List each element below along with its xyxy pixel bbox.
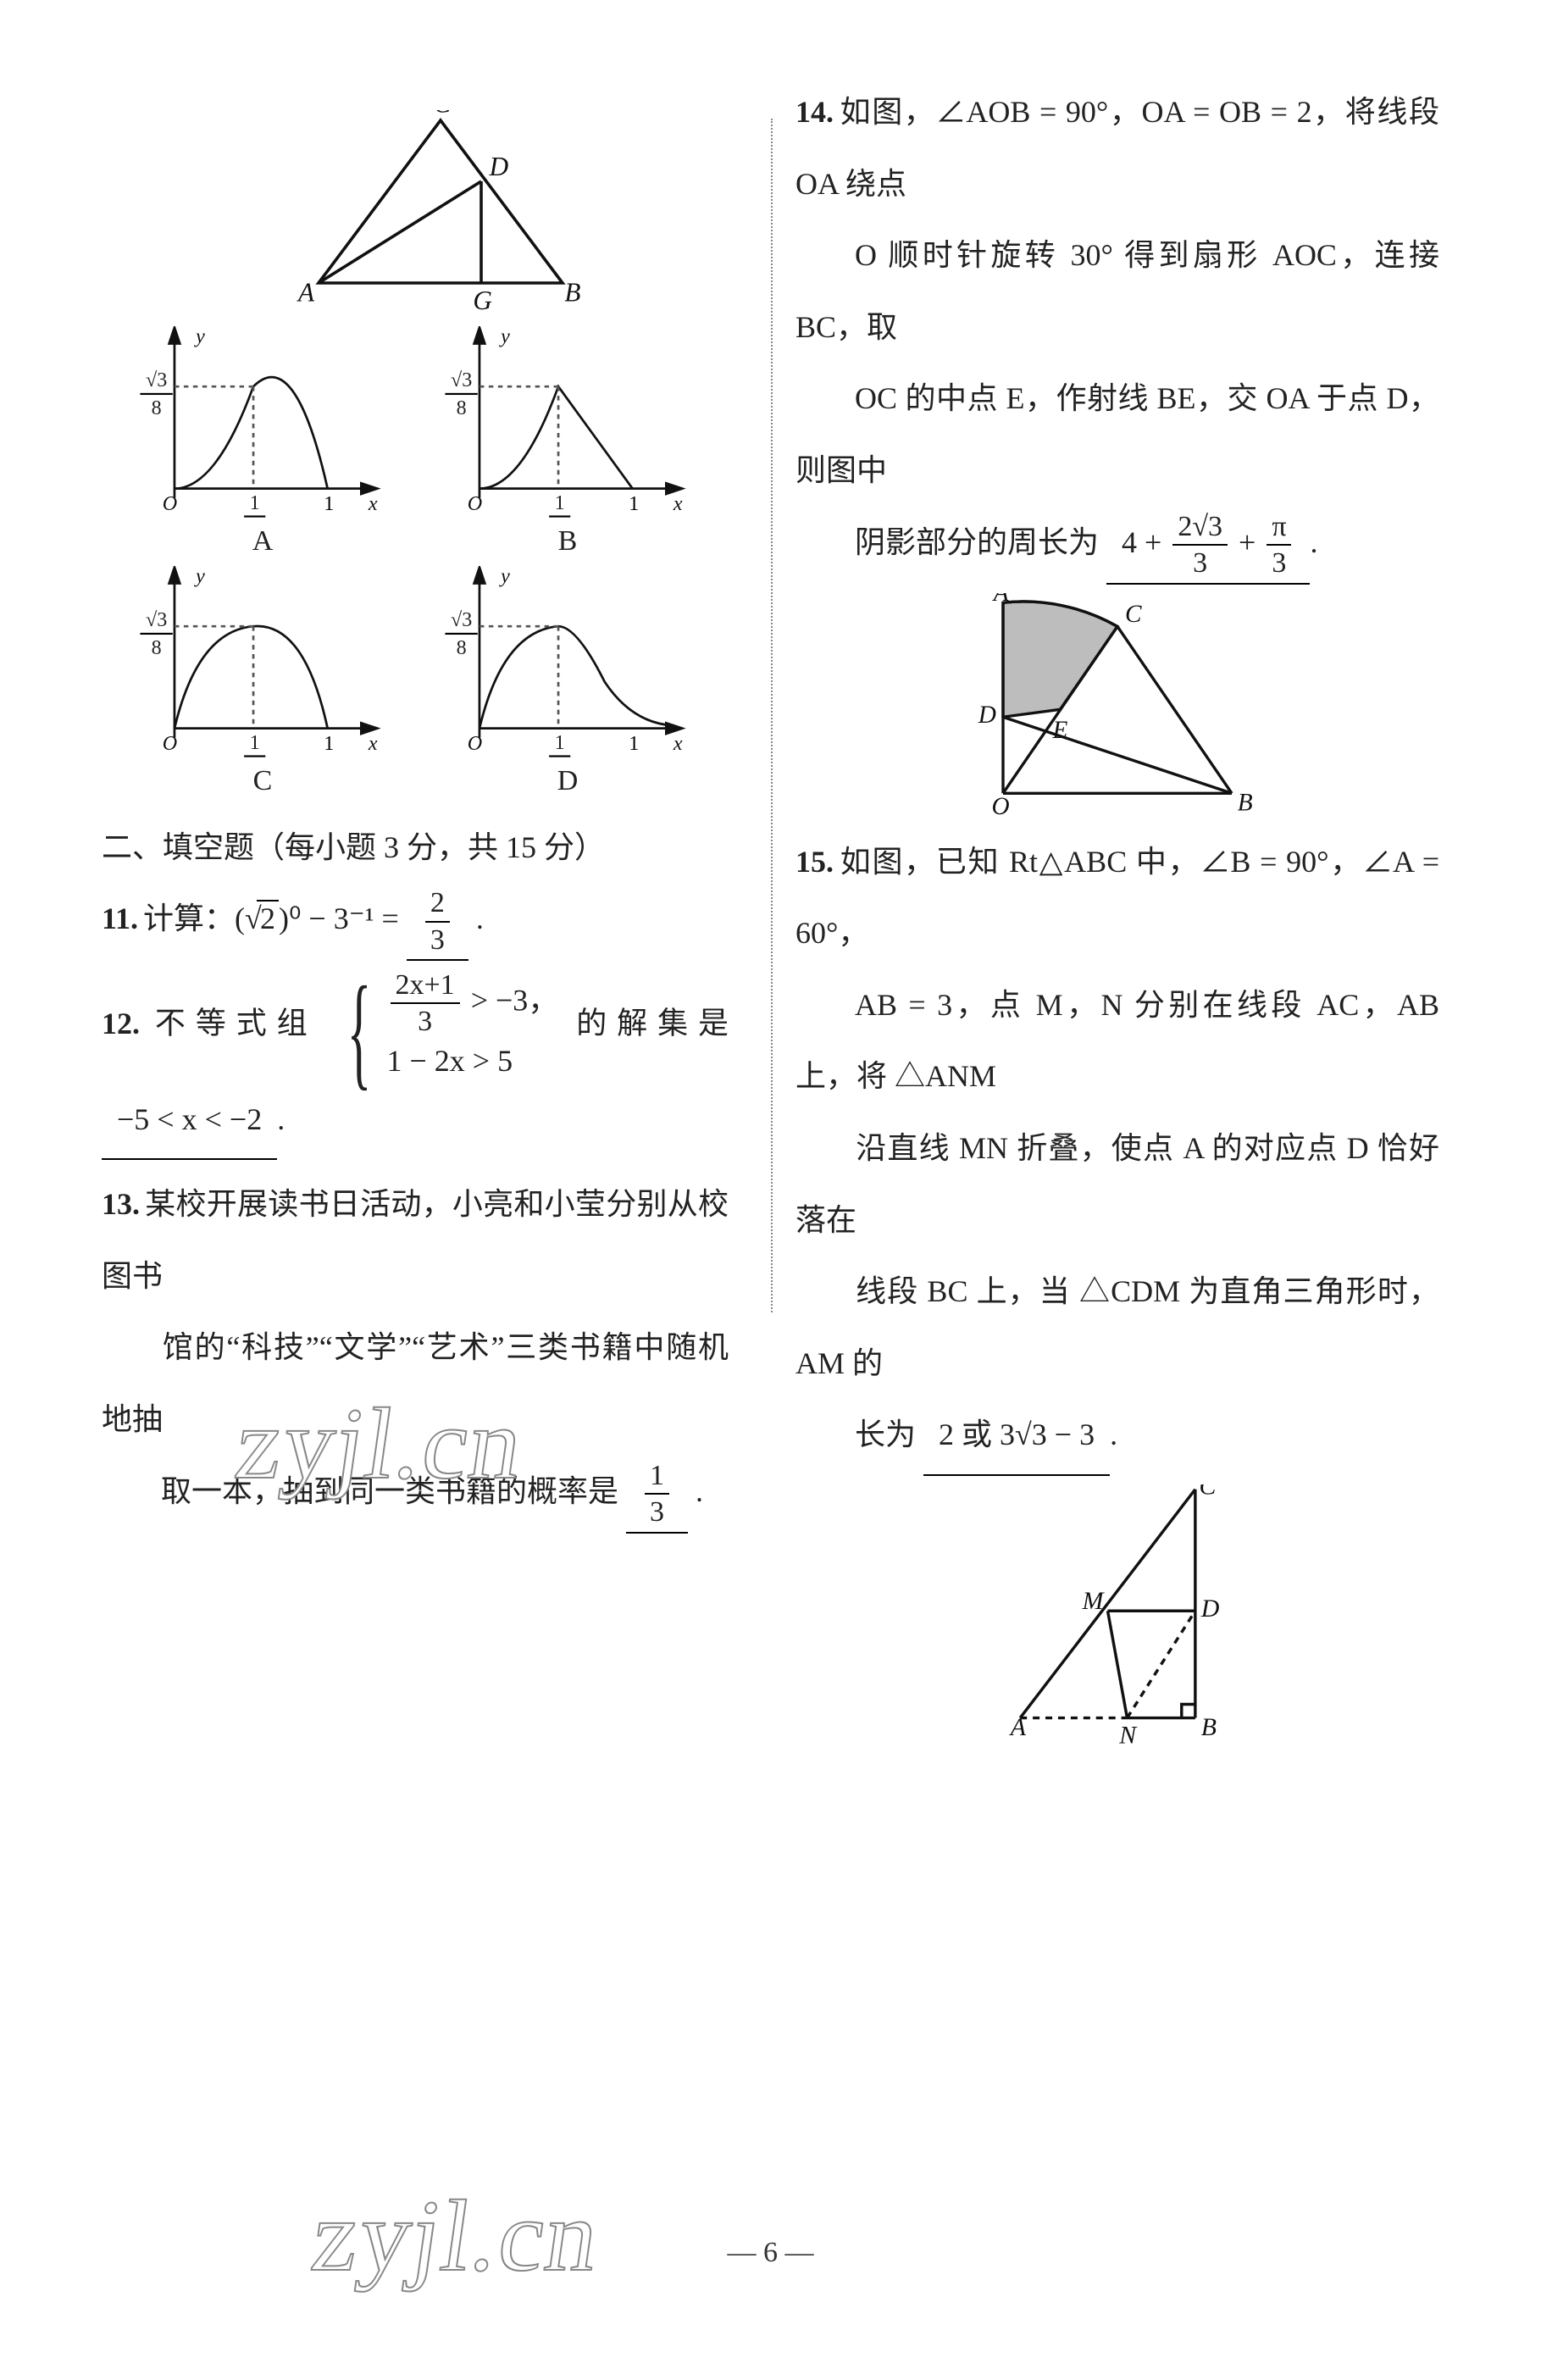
svg-text:x: x	[673, 493, 683, 515]
svg-text:A: A	[992, 593, 1009, 607]
svg-text:E: E	[1052, 717, 1068, 744]
q14-answer: 4 + 2√33 + π3	[1106, 507, 1310, 585]
svg-text:M: M	[1082, 1587, 1106, 1615]
q-intro-triangle: A B C D G	[152, 110, 729, 318]
q15: 15.如图，已知 Rt△ABC 中，∠B = 90°，∠A = 60°， AB …	[795, 826, 1439, 1476]
svg-text:N: N	[1118, 1721, 1138, 1747]
svg-text:C: C	[1125, 600, 1142, 627]
svg-text:x: x	[368, 493, 378, 515]
svg-text:O: O	[992, 793, 1010, 820]
q13-answer: 13	[626, 1456, 688, 1534]
svg-text:D: D	[1200, 1595, 1220, 1623]
svg-text:1: 1	[629, 493, 639, 515]
page-number: — 6 —	[0, 2237, 1541, 2269]
svg-text:O: O	[163, 493, 177, 515]
q11-answer: 23	[407, 883, 468, 961]
svg-text:D: D	[978, 702, 996, 729]
watermark: zyjl.cn	[305, 2178, 607, 2294]
svg-text:x: x	[368, 733, 378, 755]
svg-text:A: A	[1009, 1713, 1027, 1741]
q12-answer: −5 < x < −2	[102, 1084, 277, 1161]
lbl-D: D	[489, 152, 509, 181]
svg-text:y: y	[498, 326, 510, 348]
q14-figure: A B C D E O	[795, 593, 1439, 826]
q11: 11.计算：(2)⁰ − 3⁻¹ = 23 .	[102, 883, 729, 961]
opt-A-label: A	[140, 525, 385, 558]
column-divider	[771, 119, 773, 1312]
svg-text:O: O	[163, 733, 177, 755]
svg-text:y: y	[193, 566, 205, 588]
q14: 14.如图，∠AOB = 90°，OA = OB = 2，将线段 OA 绕点 O…	[795, 76, 1439, 585]
option-graphs: y x O √38 12 1 A	[102, 326, 729, 797]
svg-text:1: 1	[324, 733, 334, 755]
svg-text:1: 1	[629, 733, 639, 755]
q15-answer: 2 或 3√3 − 3	[923, 1399, 1110, 1476]
svg-text:O: O	[468, 493, 482, 515]
svg-text:B: B	[1201, 1713, 1217, 1741]
lbl-G: G	[473, 286, 492, 313]
svg-text:B: B	[1238, 789, 1253, 816]
opt-C-label: C	[140, 765, 385, 797]
q12: 12.不等式组 { 2x+13 > −3， 1 − 2x > 5 的解集是 −5…	[102, 969, 729, 1160]
lbl-C: C	[434, 110, 452, 118]
lbl-A: A	[297, 278, 315, 308]
svg-text:1: 1	[324, 493, 334, 515]
lbl-B: B	[564, 278, 580, 308]
watermark: zyjl.cn	[229, 1385, 531, 1502]
section-title: 二、填空题（每小题 3 分，共 15 分）	[102, 813, 729, 883]
svg-text:y: y	[498, 566, 510, 588]
svg-text:y: y	[193, 326, 205, 348]
svg-text:C: C	[1199, 1484, 1217, 1500]
opt-D-label: D	[445, 765, 690, 797]
svg-text:x: x	[673, 733, 683, 755]
svg-text:O: O	[468, 733, 482, 755]
opt-B-label: B	[445, 525, 690, 558]
q15-figure: A B C M D N	[795, 1484, 1439, 1751]
